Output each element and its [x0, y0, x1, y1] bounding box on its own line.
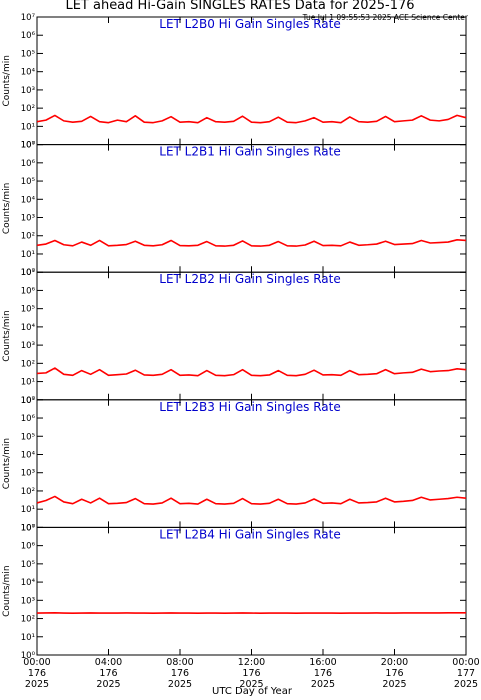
- y-tick-label: 10²: [21, 232, 35, 242]
- y-tick-label: 10⁰: [21, 396, 36, 406]
- x-tick-label-line: 176: [171, 668, 189, 679]
- y-tick-label: 10³: [21, 341, 35, 351]
- y-tick-label: 10¹: [21, 122, 35, 132]
- y-tick-label: 10⁵: [21, 560, 35, 570]
- chart-title: LET ahead Hi-Gain SINGLES RATES Data for…: [65, 0, 414, 13]
- y-tick-label: 10⁷: [21, 141, 36, 151]
- x-tick-label: 08:00 176 2025: [166, 657, 193, 690]
- y-tick-label: 10⁰: [21, 651, 36, 661]
- y-tick-label: 10⁷: [21, 13, 36, 23]
- x-tick-label: 12:00 176 2025: [238, 657, 265, 690]
- x-tick-label: 16:00 176 2025: [309, 657, 336, 690]
- x-tick-label-line: 08:00: [166, 657, 193, 668]
- y-tick-label: 10⁶: [21, 31, 36, 41]
- x-tick-label-line: 2025: [239, 679, 263, 690]
- y-tick-label: 10⁴: [21, 578, 36, 588]
- y-tick-label: 10¹: [21, 505, 35, 515]
- x-tick-label-line: 2025: [382, 679, 406, 690]
- y-tick-label: 10²: [21, 615, 35, 625]
- x-tick-label-line: 2025: [311, 679, 335, 690]
- x-tick-label-line: 00:00: [23, 657, 50, 668]
- x-tick-label-line: 04:00: [95, 657, 122, 668]
- y-tick-label: 10⁶: [21, 159, 36, 169]
- y-tick-label: 10⁴: [21, 323, 36, 333]
- x-tick-label: 00:00 177 2025: [452, 657, 479, 690]
- y-tick-label: 10⁵: [21, 177, 35, 187]
- panel-title: LET L2B3 Hi Gain Singles Rate: [159, 400, 340, 414]
- y-tick-label: 10³: [21, 86, 35, 96]
- y-tick-label: 10²: [21, 487, 35, 497]
- x-tick-label-line: 2025: [168, 679, 192, 690]
- x-tick-label: 00:00 176 2025: [23, 657, 50, 690]
- x-tick-label-line: 20:00: [381, 657, 408, 668]
- y-axis-label: Counts/min: [2, 565, 12, 616]
- y-tick-label: 10⁶: [21, 542, 36, 552]
- y-tick-label: 10³: [21, 469, 35, 479]
- y-tick-label: 10³: [21, 596, 35, 606]
- y-axis-label: Counts/min: [2, 310, 12, 361]
- y-tick-label: 10⁰: [21, 523, 36, 533]
- x-tick-label: 04:00 176 2025: [95, 657, 122, 690]
- x-tick-label-line: 2025: [454, 679, 478, 690]
- data-line: [36, 495, 467, 505]
- y-tick-label: 10⁰: [21, 141, 36, 151]
- y-tick-label: 10⁵: [21, 305, 35, 315]
- data-line: [36, 238, 467, 247]
- y-axis-label: Counts/min: [2, 183, 12, 234]
- y-tick-label: 10²: [21, 104, 35, 114]
- y-tick-label: 10⁵: [21, 432, 35, 442]
- x-tick-label-line: 176: [385, 668, 403, 679]
- x-tick-label-line: 176: [28, 668, 46, 679]
- panel-title: LET L2B2 Hi Gain Singles Rate: [159, 272, 340, 286]
- y-tick-label: 10¹: [21, 378, 35, 388]
- y-axis-label: Counts/min: [2, 55, 12, 106]
- panel-title: LET L2B0 Hi Gain Singles Rate: [159, 17, 340, 31]
- x-tick-label-line: 177: [457, 668, 475, 679]
- y-tick-label: 10⁴: [21, 68, 36, 78]
- panel-title: LET L2B4 Hi Gain Singles Rate: [159, 527, 340, 541]
- x-tick-label-line: 12:00: [238, 657, 265, 668]
- x-tick-label-line: 2025: [25, 679, 49, 690]
- y-tick-label: 10³: [21, 214, 35, 224]
- x-axis-label: UTC Day of Year: [212, 686, 293, 697]
- y-tick-label: 10⁶: [21, 286, 36, 296]
- y-tick-label: 10⁵: [21, 49, 35, 59]
- y-tick-label: 10¹: [21, 633, 35, 643]
- x-tick-label-line: 176: [314, 668, 332, 679]
- x-tick-label: 20:00 176 2025: [381, 657, 408, 690]
- x-tick-label-line: 00:00: [452, 657, 479, 668]
- x-tick-label-line: 176: [242, 668, 260, 679]
- y-tick-label: 10⁰: [21, 268, 36, 278]
- data-line: [36, 367, 467, 377]
- y-tick-label: 10⁷: [21, 268, 36, 278]
- data-line: [36, 114, 467, 124]
- y-tick-label: 10⁷: [21, 396, 36, 406]
- y-tick-label: 10⁴: [21, 450, 36, 460]
- x-tick-label-line: 176: [99, 668, 117, 679]
- y-tick-label: 10⁴: [21, 195, 36, 205]
- panel-title: LET L2B1 Hi Gain Singles Rate: [159, 145, 340, 159]
- y-tick-label: 10¹: [21, 250, 35, 260]
- x-tick-label-line: 2025: [96, 679, 120, 690]
- y-tick-label: 10²: [21, 359, 35, 369]
- y-tick-label: 10⁷: [21, 523, 36, 533]
- x-tick-label-line: 16:00: [309, 657, 336, 668]
- y-tick-label: 10⁶: [21, 414, 36, 424]
- y-axis-label: Counts/min: [2, 438, 12, 489]
